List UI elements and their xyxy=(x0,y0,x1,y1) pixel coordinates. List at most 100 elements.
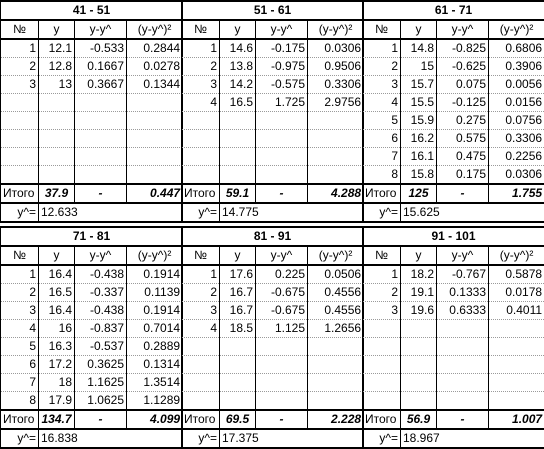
col-header-residual[interactable]: y-y^ xyxy=(437,246,489,265)
cell-residual[interactable]: -0.533 xyxy=(75,39,127,58)
cell-num[interactable]: 3 xyxy=(1,76,39,94)
cell-residual[interactable] xyxy=(256,338,308,356)
cell-num[interactable]: 2 xyxy=(363,58,401,76)
total-y[interactable]: 134.7 xyxy=(39,410,75,429)
cell-residual[interactable]: -0.337 xyxy=(75,284,127,302)
cell-squared[interactable]: 0.6806 xyxy=(489,39,544,58)
cell-num[interactable]: 3 xyxy=(1,302,39,320)
col-header-y[interactable]: y xyxy=(220,246,256,265)
cell-squared[interactable] xyxy=(308,356,364,374)
cell-num[interactable]: 2 xyxy=(182,284,220,302)
cell-y[interactable]: 15 xyxy=(401,58,437,76)
cell-residual[interactable]: 0.475 xyxy=(437,148,489,166)
cell-y[interactable] xyxy=(39,130,75,148)
cell-y[interactable]: 12.8 xyxy=(39,58,75,76)
cell-y[interactable] xyxy=(220,130,256,148)
cell-squared[interactable] xyxy=(489,356,544,374)
cell-y[interactable]: 16.5 xyxy=(220,94,256,112)
total-y[interactable]: 125 xyxy=(401,184,437,203)
cell-residual[interactable] xyxy=(75,112,127,130)
cell-num[interactable]: 8 xyxy=(1,392,39,411)
total-y[interactable]: 69.5 xyxy=(220,410,256,429)
cell-y[interactable]: 18 xyxy=(39,374,75,392)
cell-num[interactable]: 3 xyxy=(363,76,401,94)
cell-y[interactable]: 19.6 xyxy=(401,302,437,320)
cell-squared[interactable] xyxy=(489,320,544,338)
cell-num[interactable]: 8 xyxy=(363,166,401,185)
col-header-y[interactable]: y xyxy=(39,20,75,39)
cell-y[interactable] xyxy=(39,112,75,130)
cell-num[interactable]: 3 xyxy=(182,302,220,320)
cell-squared[interactable] xyxy=(127,130,183,148)
mean-label[interactable]: y^= xyxy=(363,429,401,448)
cell-y[interactable]: 17.6 xyxy=(220,265,256,284)
cell-num[interactable] xyxy=(1,166,39,184)
cell-num[interactable]: 2 xyxy=(182,58,220,76)
col-header-residual[interactable]: y-y^ xyxy=(437,20,489,39)
cell-squared[interactable]: 0.2889 xyxy=(127,338,183,356)
cell-num[interactable]: 1 xyxy=(363,39,401,58)
cell-num[interactable] xyxy=(363,356,401,374)
cell-num[interactable]: 3 xyxy=(363,302,401,320)
interval-title[interactable]: 41 - 51 xyxy=(1,1,183,20)
cell-num[interactable]: 1 xyxy=(182,39,220,58)
cell-squared[interactable] xyxy=(308,166,364,184)
cell-squared[interactable]: 0.3306 xyxy=(489,130,544,148)
total-squared[interactable]: 0.447 xyxy=(127,184,183,203)
interval-title[interactable]: 51 - 61 xyxy=(182,1,364,20)
cell-y[interactable]: 12.1 xyxy=(39,39,75,58)
cell-num[interactable] xyxy=(182,392,220,410)
cell-squared[interactable]: 0.1314 xyxy=(127,356,183,374)
cell-residual[interactable] xyxy=(437,392,489,410)
cell-num[interactable]: 5 xyxy=(363,112,401,130)
cell-squared[interactable]: 0.2844 xyxy=(127,39,183,58)
cell-residual[interactable] xyxy=(256,148,308,166)
cell-y[interactable]: 16.2 xyxy=(401,130,437,148)
col-header-num[interactable]: № xyxy=(1,246,39,265)
cell-num[interactable] xyxy=(182,374,220,392)
cell-residual[interactable] xyxy=(75,130,127,148)
cell-num[interactable]: 1 xyxy=(1,39,39,58)
cell-y[interactable] xyxy=(39,166,75,184)
col-header-residual[interactable]: y-y^ xyxy=(256,246,308,265)
col-header-num[interactable]: № xyxy=(363,246,401,265)
col-header-y[interactable]: y xyxy=(39,246,75,265)
cell-num[interactable]: 4 xyxy=(182,94,220,112)
cell-residual[interactable]: -0.438 xyxy=(75,302,127,320)
cell-residual[interactable]: -0.825 xyxy=(437,39,489,58)
cell-y[interactable] xyxy=(220,148,256,166)
interval-title[interactable]: 91 - 101 xyxy=(363,227,544,246)
cell-squared[interactable]: 0.3306 xyxy=(308,76,364,94)
cell-num[interactable] xyxy=(363,320,401,338)
total-y[interactable]: 37.9 xyxy=(39,184,75,203)
cell-squared[interactable]: 2.9756 xyxy=(308,94,364,112)
total-y[interactable]: 56.9 xyxy=(401,410,437,429)
total-squared[interactable]: 4.288 xyxy=(308,184,364,203)
cell-residual[interactable] xyxy=(75,94,127,112)
total-dash[interactable]: - xyxy=(256,410,308,429)
cell-squared[interactable]: 0.0306 xyxy=(489,166,544,185)
cell-residual[interactable]: 0.175 xyxy=(437,166,489,185)
col-header-num[interactable]: № xyxy=(182,246,220,265)
cell-squared[interactable]: 1.2656 xyxy=(308,320,364,338)
cell-residual[interactable]: -0.125 xyxy=(437,94,489,112)
cell-y[interactable] xyxy=(401,338,437,356)
cell-y[interactable]: 16 xyxy=(39,320,75,338)
cell-squared[interactable]: 0.1914 xyxy=(127,302,183,320)
cell-y[interactable]: 18.5 xyxy=(220,320,256,338)
cell-y[interactable]: 19.1 xyxy=(401,284,437,302)
cell-squared[interactable]: 0.1344 xyxy=(127,76,183,94)
cell-residual[interactable] xyxy=(75,148,127,166)
cell-squared[interactable] xyxy=(127,166,183,184)
cell-y[interactable] xyxy=(39,94,75,112)
col-header-squared[interactable]: (y-y^)² xyxy=(127,20,183,39)
cell-residual[interactable]: -0.175 xyxy=(256,39,308,58)
cell-num[interactable] xyxy=(182,148,220,166)
cell-num[interactable]: 4 xyxy=(1,320,39,338)
cell-y[interactable]: 15.8 xyxy=(401,166,437,185)
cell-y[interactable] xyxy=(220,112,256,130)
cell-residual[interactable]: -0.625 xyxy=(437,58,489,76)
cell-residual[interactable] xyxy=(437,320,489,338)
col-header-num[interactable]: № xyxy=(1,20,39,39)
total-label[interactable]: Итого xyxy=(1,410,39,429)
